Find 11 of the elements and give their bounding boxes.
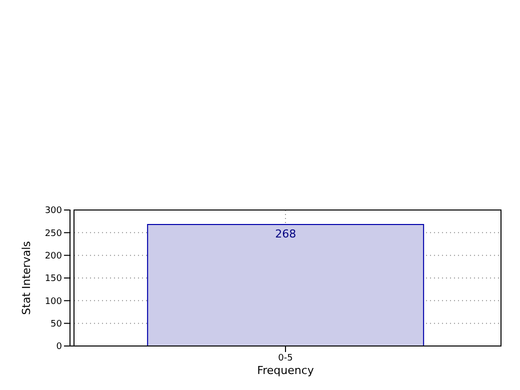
data-label: 268 xyxy=(275,227,296,240)
x-tick-label: 0-5 xyxy=(278,353,293,364)
y-axis-title: Stat Intervals xyxy=(20,240,33,315)
y-tick-label: 50 xyxy=(50,320,62,330)
y-tick-label: 150 xyxy=(44,274,62,284)
y-tick-label: 200 xyxy=(44,252,62,262)
y-tick-label: 300 xyxy=(44,206,62,216)
y-tick-label: 100 xyxy=(44,296,62,307)
y-tick-label: 0 xyxy=(56,342,62,352)
x-axis-title: Frequency xyxy=(257,364,314,377)
y-tick-label: 250 xyxy=(44,228,62,239)
